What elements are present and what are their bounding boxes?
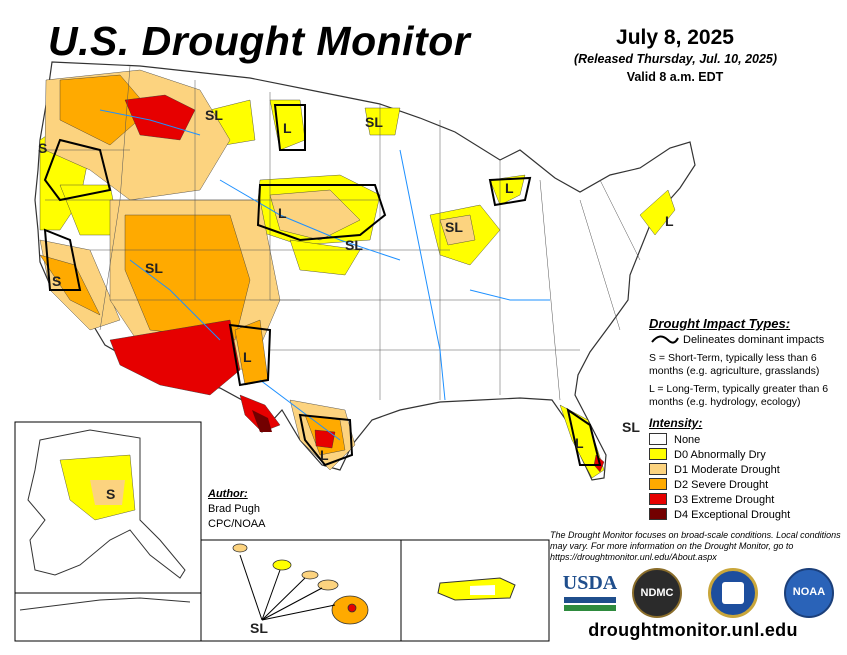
- d4-areas: [252, 410, 272, 432]
- legend-swatch: [649, 448, 667, 461]
- label-california: S: [52, 273, 61, 289]
- impact-types-title: Drought Impact Types:: [649, 316, 791, 331]
- noaa-logo: NOAA: [784, 568, 834, 618]
- impact-line-icon: [651, 335, 679, 344]
- legend-label: D3 Extreme Drought: [674, 494, 775, 506]
- valid-time: Valid 8 a.m. EDT: [626, 70, 724, 84]
- label-northeast: L: [665, 213, 674, 229]
- legend-d3: D3 Extreme Drought: [649, 493, 775, 507]
- noaa-logo-text: NOAA: [792, 586, 826, 598]
- label-hawaii: SL: [250, 620, 268, 636]
- impact-line-description: Delineates dominant impacts: [683, 334, 825, 346]
- map-date: July 8, 2025: [616, 26, 734, 49]
- author-org: CPC/NOAA: [208, 518, 266, 530]
- label-plains-north: L: [278, 205, 287, 221]
- label-southwest: SL: [145, 260, 163, 276]
- label-midwest: SL: [445, 219, 463, 235]
- label-great-lakes: L: [505, 180, 514, 196]
- impact-boundaries: [43, 104, 602, 467]
- impact-short-term: S = Short-Term, typically less than 6 mo…: [649, 352, 820, 377]
- intensity-title: Intensity:: [649, 416, 703, 430]
- legend-label: D4 Exceptional Drought: [674, 509, 791, 521]
- author-title: Author:: [208, 488, 248, 500]
- state-boundaries: [40, 65, 641, 401]
- label-west-coast: S: [38, 140, 47, 156]
- legend-swatch: [649, 508, 667, 521]
- legend-d0: D0 Abnormally Dry: [649, 448, 766, 462]
- legend-swatch: [649, 463, 667, 476]
- impact-long-term: L = Long-Term, typically greater than 6 …: [649, 383, 829, 408]
- author-name: Brad Pugh: [208, 503, 260, 515]
- puerto-rico-interior: [470, 585, 495, 595]
- usda-logo-text: USDA: [562, 572, 618, 594]
- legend-d1: D1 Moderate Drought: [649, 463, 780, 477]
- legend-label: D1 Moderate Drought: [674, 464, 780, 476]
- rivers: [99, 109, 550, 441]
- label-florida: L: [575, 435, 584, 451]
- hawaii-inset-frame: [200, 539, 402, 642]
- usda-logo: USDA: [560, 568, 620, 618]
- label-dakotas: SL: [365, 114, 383, 130]
- legend-none: None: [649, 433, 701, 447]
- commerce-seal-center: [722, 582, 744, 604]
- hawaii-pointer-lines: [239, 554, 336, 621]
- d2-areas: [39, 74, 346, 456]
- legend-label: None: [674, 434, 701, 446]
- usda-logo-swoosh: [564, 597, 616, 603]
- ndmc-logo-text: NDMC: [640, 587, 674, 599]
- legend-swatch: [649, 493, 667, 506]
- hawaii-islands: [232, 543, 369, 625]
- label-florida-south: SL: [622, 419, 640, 435]
- legend-d2: D2 Severe Drought: [649, 478, 769, 492]
- alaska-aleutians: [19, 597, 191, 611]
- ndmc-logo: NDMC: [632, 568, 682, 618]
- commerce-seal-icon: [708, 568, 758, 618]
- puerto-rico-inset-frame: [400, 539, 550, 642]
- usda-logo-swoosh-green: [564, 605, 616, 611]
- legend-swatch: [649, 478, 667, 491]
- page-title: U.S. Drought Monitor: [48, 18, 471, 64]
- label-texas: L: [320, 447, 329, 463]
- legend-label: D0 Abnormally Dry: [674, 449, 766, 461]
- disclaimer: The Drought Monitor focuses on broad-sca…: [550, 530, 841, 562]
- label-montana: L: [283, 120, 292, 136]
- label-alaska: S: [106, 486, 115, 502]
- alaska-d1: [90, 480, 125, 505]
- alaska-inset-frame: [14, 421, 202, 642]
- label-nebraska: SL: [345, 237, 363, 253]
- label-new-mexico: L: [243, 349, 252, 365]
- release-date: (Released Thursday, Jul. 10, 2025): [573, 52, 778, 66]
- legend-label: D2 Severe Drought: [674, 479, 769, 491]
- website-link[interactable]: droughtmonitor.unl.edu: [588, 620, 798, 640]
- legend-swatch: [649, 433, 667, 446]
- label-northern-rockies: SL: [205, 107, 223, 123]
- legend-d4: D4 Exceptional Drought: [649, 508, 791, 522]
